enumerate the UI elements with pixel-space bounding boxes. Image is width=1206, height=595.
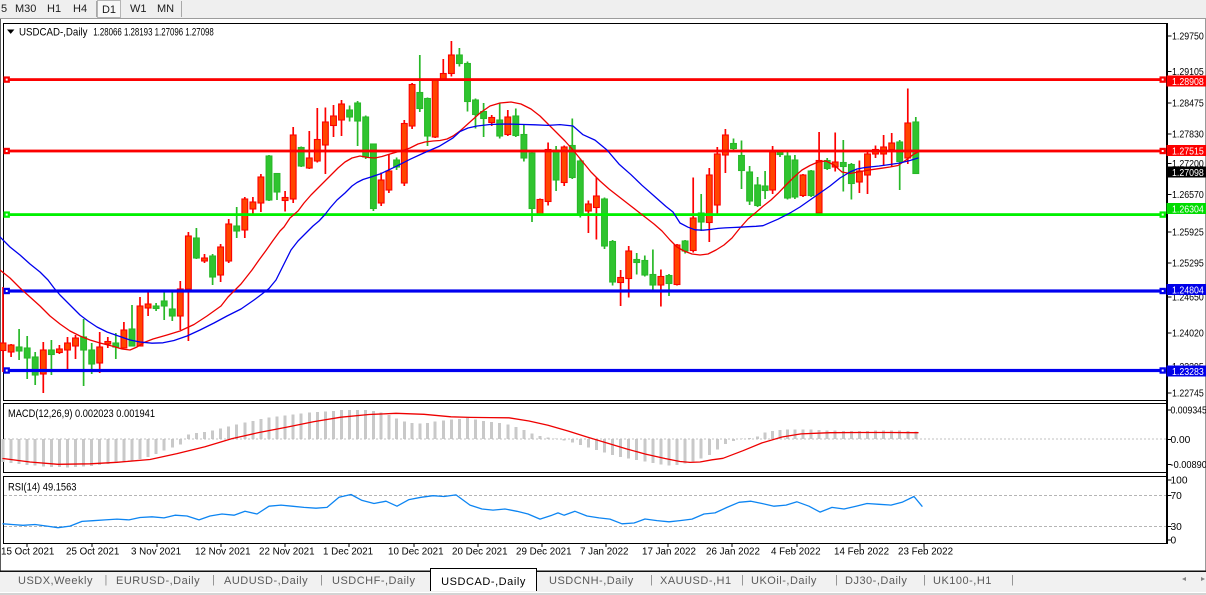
svg-text:1.28475: 1.28475	[1172, 99, 1204, 110]
svg-text:3 Nov 2021: 3 Nov 2021	[131, 547, 181, 558]
svg-text:0.00: 0.00	[1171, 435, 1191, 446]
svg-text:1.24804: 1.24804	[1172, 285, 1204, 296]
svg-text:26 Jan 2022: 26 Jan 2022	[706, 547, 760, 558]
svg-text:17 Jan 2022: 17 Jan 2022	[642, 547, 696, 558]
svg-text:1.27515: 1.27515	[1172, 146, 1204, 157]
svg-text:1.27098: 1.27098	[1172, 168, 1204, 179]
svg-text:25 Oct 2021: 25 Oct 2021	[66, 547, 119, 558]
svg-text:1.22745: 1.22745	[1172, 389, 1204, 400]
svg-text:1.29105: 1.29105	[1172, 67, 1204, 78]
svg-text:1.28908: 1.28908	[1172, 77, 1204, 88]
svg-text:20 Dec 2021: 20 Dec 2021	[452, 547, 508, 558]
svg-text:1.27830: 1.27830	[1172, 130, 1204, 141]
svg-text:1.26304: 1.26304	[1172, 204, 1204, 215]
svg-text:7 Jan 2022: 7 Jan 2022	[580, 547, 628, 558]
svg-text:1.24650: 1.24650	[1172, 293, 1204, 304]
svg-text:1.29750: 1.29750	[1172, 32, 1204, 43]
svg-text:12 Nov 2021: 12 Nov 2021	[195, 547, 251, 558]
svg-text:15 Oct 2021: 15 Oct 2021	[1, 547, 54, 558]
svg-text:-0.00890: -0.00890	[1171, 460, 1206, 471]
svg-text:USDCAD-,Daily: USDCAD-,Daily	[19, 26, 88, 38]
svg-text:70: 70	[1171, 491, 1183, 502]
svg-text:100: 100	[1171, 476, 1188, 487]
svg-text:22 Nov 2021: 22 Nov 2021	[259, 547, 315, 558]
svg-text:30: 30	[1171, 522, 1183, 533]
svg-text:10 Dec 2021: 10 Dec 2021	[388, 547, 444, 558]
svg-text:14 Feb 2022: 14 Feb 2022	[834, 547, 889, 558]
svg-text:29 Dec 2021: 29 Dec 2021	[516, 547, 572, 558]
svg-text:23 Feb 2022: 23 Feb 2022	[898, 547, 953, 558]
svg-text:0: 0	[1171, 536, 1177, 547]
svg-text:1 Dec 2021: 1 Dec 2021	[323, 547, 373, 558]
svg-text:1.25925: 1.25925	[1172, 228, 1204, 239]
svg-text:1.27200: 1.27200	[1172, 159, 1204, 170]
svg-text:1.24020: 1.24020	[1172, 329, 1204, 340]
svg-text:MACD(12,26,9) 0.002023 0.00194: MACD(12,26,9) 0.002023 0.001941	[8, 408, 155, 420]
svg-text:1.28066 1.28193 1.27096 1.2709: 1.28066 1.28193 1.27096 1.27098	[93, 26, 213, 38]
svg-text:1.23283: 1.23283	[1172, 367, 1204, 378]
svg-text:0.009345: 0.009345	[1171, 406, 1206, 417]
svg-text:4 Feb 2022: 4 Feb 2022	[771, 547, 821, 558]
svg-text:RSI(14) 49.1563: RSI(14) 49.1563	[8, 482, 77, 494]
svg-text:1.26570: 1.26570	[1172, 190, 1204, 201]
svg-text:1.25295: 1.25295	[1172, 259, 1204, 270]
